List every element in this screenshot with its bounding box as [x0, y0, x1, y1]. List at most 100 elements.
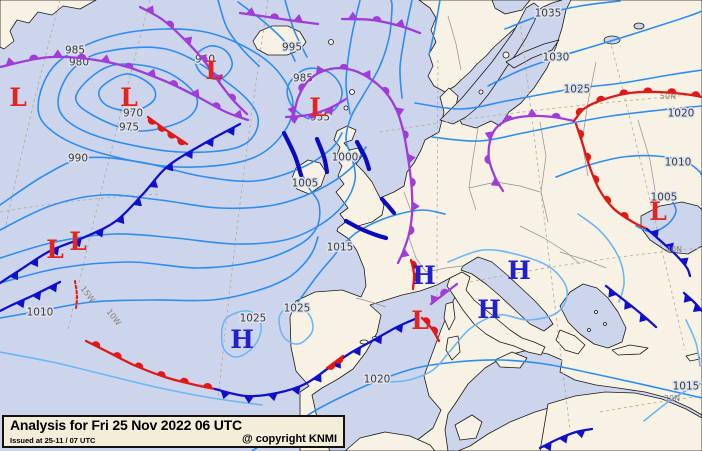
pressure-value-label: 1010: [27, 307, 54, 319]
warm-front-semicircle-icon: [577, 129, 585, 139]
border-germany-poland: [468, 127, 479, 211]
isobar-line: [685, 319, 701, 367]
isobar-line: [504, 0, 621, 30]
low-pressure-symbol: L: [46, 235, 64, 264]
cold-front-triangle-icon: [267, 392, 278, 402]
graticule-meridian-3: [4, 0, 61, 231]
front-occluded: [340, 11, 422, 35]
cold-front-triangle-icon: [291, 386, 301, 395]
isobar-line: [577, 213, 625, 303]
map-sea-baltic: [439, 2, 541, 125]
map-land-cyprus: [685, 352, 701, 362]
warm-front-semicircle-icon: [440, 288, 449, 297]
warm-front-semicircle-icon: [334, 356, 344, 364]
border-bulgaria-greece: [559, 251, 607, 269]
map-land-tunisia: [454, 414, 483, 441]
border-czech: [468, 181, 541, 193]
front-occluded: [429, 282, 459, 306]
warm-front-semicircle-icon: [381, 86, 390, 95]
cold-front-triangle-icon: [226, 126, 235, 136]
front-cold: [645, 227, 692, 278]
isobar-line: [57, 46, 260, 154]
warm-front-semicircle-icon: [156, 371, 166, 378]
cold-front-triangle-icon: [29, 257, 39, 267]
cold-front-triangle-icon: [490, 177, 500, 187]
cold-front-triangle-icon: [32, 291, 42, 301]
isobar-line: [284, 0, 308, 58]
low-pressure-symbol: L: [411, 306, 429, 335]
warm-front-semicircle-icon: [484, 154, 490, 164]
cold-front-triangle-icon: [407, 153, 416, 164]
warm-front-semicircle-icon: [200, 54, 208, 64]
isobar-line: [74, 63, 199, 132]
isobar-line: [97, 73, 157, 112]
map-sea-west-mediterranean: [311, 276, 460, 451]
cold-front-triangle-icon: [394, 323, 404, 333]
cold-front-triangle-icon: [287, 105, 296, 116]
cold-front-triangle-icon: [639, 313, 649, 323]
cold-front-triangle-icon: [72, 238, 82, 248]
cold-front-triangle-icon: [48, 283, 58, 293]
cold-front-triangle-icon: [183, 36, 193, 46]
front-warm: [420, 316, 441, 343]
cold-front-triangle-icon: [5, 57, 16, 66]
cold-front-triangle-icon: [395, 18, 405, 28]
map-sea-aegean: [559, 283, 627, 349]
cold-front-triangle-icon: [373, 335, 383, 345]
cold-front-triangle-icon: [347, 11, 358, 20]
border-balkans: [519, 225, 581, 265]
pressure-value-label: 1005: [651, 192, 678, 204]
pressure-value-label: 1025: [240, 313, 267, 325]
high-pressure-symbol: H: [477, 295, 501, 324]
pressure-value-label: 1030: [543, 52, 570, 64]
warm-front-semicircle-icon: [667, 88, 677, 94]
cold-front-triangle-icon: [665, 242, 674, 252]
border-alps: [425, 265, 463, 273]
copyright-label: @ copyright KNMI: [241, 433, 337, 445]
pressure-label-layer: 9859809709759909609959859551000100510151…: [25, 6, 701, 394]
graticule-meridian-5: [519, 19, 571, 431]
cold-front-triangle-icon: [190, 88, 200, 98]
isobar-line: [399, 0, 413, 99]
warm-front-semicircle-icon: [372, 16, 382, 22]
front-cold: [682, 291, 702, 313]
warm-front-semicircle-icon: [326, 362, 336, 370]
cold-front-triangle-icon: [289, 116, 300, 125]
warm-front-semicircle-icon: [169, 80, 179, 87]
cold-front-triangle-icon: [362, 69, 371, 79]
low-pressure-symbol: L: [205, 56, 223, 85]
warm-front-semicircle-icon: [177, 138, 186, 146]
cold-front-triangle-icon: [52, 49, 63, 57]
cold-front-triangle-icon: [558, 434, 569, 444]
graticule-meridian-2: [217, 0, 269, 401]
front-warm: [146, 115, 189, 146]
isobar-line: [428, 0, 441, 56]
pressure-value-label: 1000: [332, 152, 359, 164]
front-trough: [354, 139, 372, 172]
map-sea-black-sea: [640, 201, 702, 255]
isobar-line: [431, 105, 702, 142]
front-warm: [325, 354, 345, 370]
front-cold: [538, 427, 594, 451]
cold-front-triangle-icon: [484, 131, 494, 141]
map-land-crete: [611, 344, 649, 356]
front-warm: [572, 87, 702, 123]
front-layer: [0, 5, 702, 451]
front-occluded: [284, 97, 348, 125]
isobar-line: [0, 0, 393, 259]
isobar-line: [0, 351, 263, 406]
map-land-italy: [446, 271, 546, 356]
map-island-faroe: [328, 39, 334, 45]
low-pressure-symbol: L: [69, 227, 87, 256]
cold-front-triangle-icon: [9, 271, 19, 281]
map-island-gotland: [502, 51, 510, 59]
pressure-value-label: 1025: [564, 84, 591, 96]
warm-front-semicircle-icon: [112, 352, 122, 359]
graticule-meridian-1: [67, 0, 151, 331]
warm-front-semicircle-icon: [307, 112, 317, 119]
warm-front-semicircle-icon: [619, 89, 629, 95]
warm-front-semicircle-icon: [167, 131, 176, 139]
pressure-value-label: 1025: [284, 303, 311, 315]
